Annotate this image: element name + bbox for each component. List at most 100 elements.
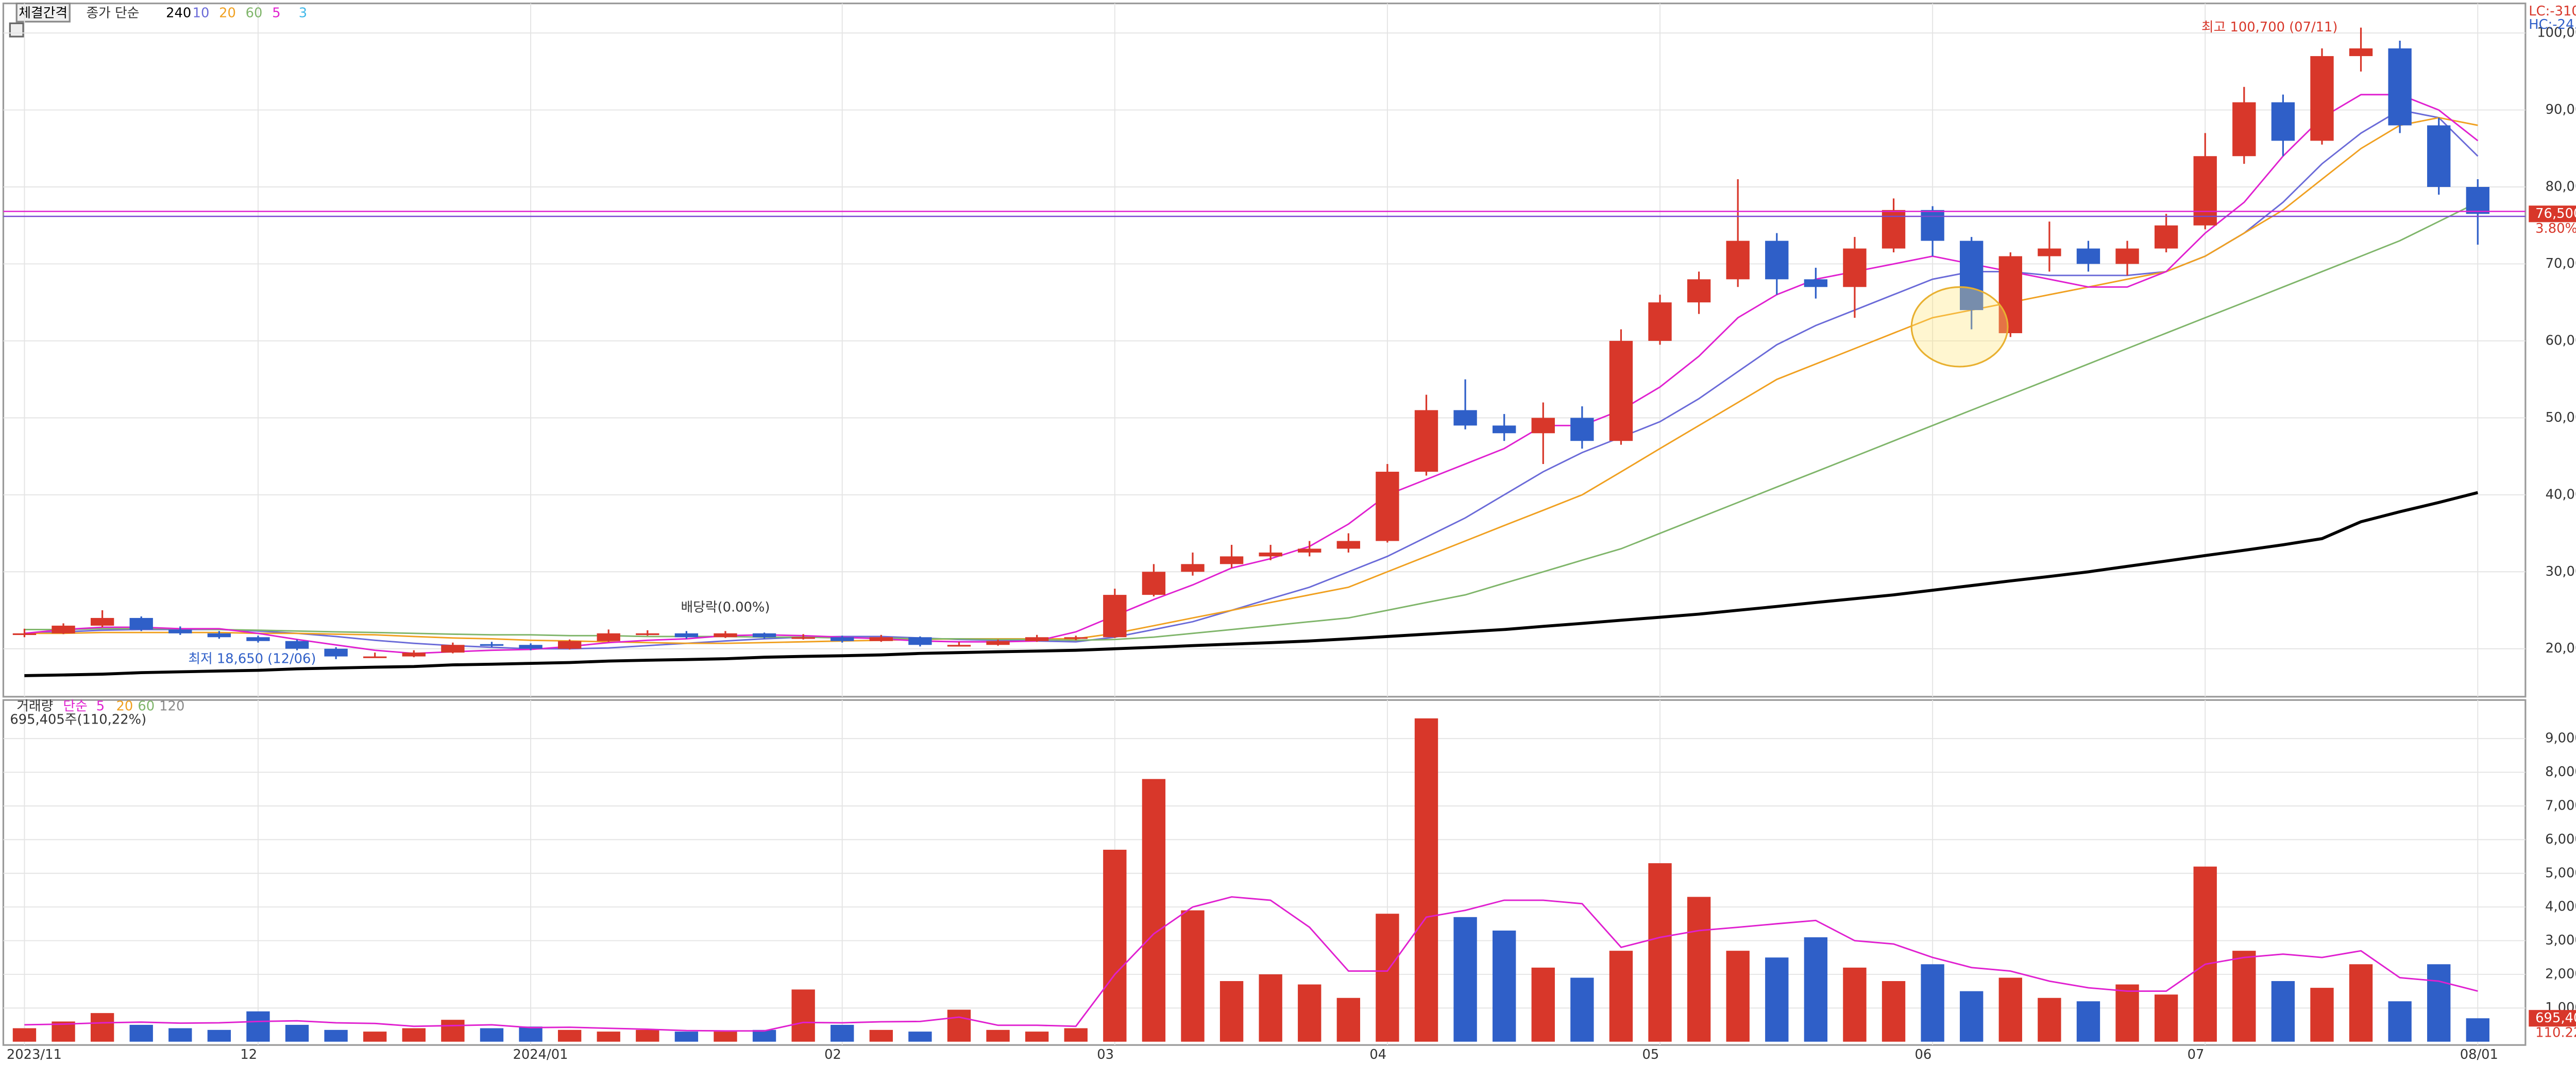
volume-bar — [129, 1025, 153, 1042]
volume-bar — [1259, 974, 1282, 1042]
legend-title: 거래량 — [16, 699, 53, 714]
volume-bar — [1687, 897, 1711, 1042]
legend-entry: 20 — [116, 699, 133, 714]
candle-body — [441, 645, 465, 653]
candle-body — [12, 633, 37, 635]
y-tick-label: 80,000 — [2546, 179, 2576, 195]
candle-body — [1960, 241, 1984, 311]
y-tick-label: 7,000K — [2545, 798, 2576, 813]
settings-icon[interactable] — [9, 22, 24, 38]
volume-bar — [1103, 849, 1127, 1042]
candle-body — [2232, 102, 2256, 157]
volume-bar — [831, 1025, 854, 1042]
last-volume-label: 695,405 — [2535, 1010, 2576, 1026]
candle-body — [1726, 241, 1750, 280]
candle-body — [2115, 248, 2139, 264]
legend-entry: 240 — [166, 5, 191, 21]
candle-body — [1609, 340, 1633, 441]
candle-body — [831, 637, 854, 641]
candle-body — [90, 617, 114, 626]
volume-info: 695,405주(110,22%) — [10, 712, 146, 727]
candle-body — [597, 633, 620, 641]
candle-body — [1376, 471, 1399, 541]
volume-average-line — [24, 896, 2478, 1032]
y-tick-label: 5,000K — [2545, 865, 2576, 881]
candle-body — [1687, 279, 1711, 303]
volume-bar — [1960, 991, 1984, 1042]
candle-body — [402, 652, 426, 657]
candle-body — [791, 637, 815, 639]
volume-bar — [2232, 951, 2256, 1042]
volume-bar — [2427, 964, 2451, 1042]
candle-body — [557, 641, 582, 649]
y-tick-label: 3,000K — [2545, 933, 2576, 948]
candle-body — [129, 617, 153, 630]
candle-body — [1259, 552, 1282, 557]
x-tick-label: 07 — [2188, 1047, 2205, 1062]
volume-bar — [869, 1029, 893, 1042]
candle-body — [1998, 256, 2022, 333]
volume-bar — [1025, 1032, 1049, 1042]
toolbar-button-label: 체결간격 — [19, 5, 67, 21]
candle-body — [2154, 225, 2178, 249]
x-tick-label: 08/01 — [2460, 1047, 2498, 1062]
volume-bar — [1609, 951, 1633, 1042]
volume-bar — [2154, 994, 2178, 1042]
candle-body — [1765, 241, 1789, 280]
x-tick-label: 03 — [1097, 1047, 1114, 1062]
volume-bar — [12, 1028, 37, 1042]
lc-label: LC:-310.19 — [2529, 4, 2576, 19]
candle-body — [636, 633, 659, 635]
y-tick-label: 2,000K — [2545, 966, 2576, 982]
volume-bar — [1804, 937, 1828, 1042]
change-label: 3.80% — [2535, 221, 2576, 236]
volume-bar — [1376, 914, 1399, 1042]
legend-entry: 5 — [96, 699, 105, 714]
moving-average-line — [24, 201, 2479, 641]
candle-body — [246, 637, 270, 641]
volume-bar — [597, 1032, 620, 1042]
moving-average-line — [24, 109, 2479, 650]
volume-bar — [2271, 981, 2295, 1042]
candle-body — [752, 633, 776, 638]
volume-bar — [207, 1029, 231, 1042]
y-tick-label: 50,000 — [2546, 410, 2576, 425]
legend-sub: 단순 — [63, 699, 87, 714]
candle-body — [1103, 595, 1127, 638]
candle-body — [2427, 125, 2451, 187]
candle-body — [2076, 248, 2100, 264]
volume-bar — [1882, 981, 1906, 1042]
legend-entry: 60 — [138, 699, 155, 714]
ratio-label: 110.22% — [2535, 1025, 2576, 1041]
annotation: 최고 100,700 (07/11) — [2201, 20, 2338, 35]
volume-bar — [2115, 984, 2139, 1042]
volume-bar — [324, 1029, 348, 1042]
volume-bar — [441, 1020, 465, 1042]
candle-body — [1648, 302, 1672, 341]
volume-bar — [791, 989, 815, 1042]
volume-bar — [2466, 1018, 2489, 1042]
volume-bar — [90, 1013, 114, 1042]
y-tick-label: 4,000K — [2545, 899, 2576, 915]
volume-bar — [1181, 910, 1205, 1042]
volume-panel — [2, 699, 2527, 1046]
candle-body — [2038, 248, 2061, 256]
candle-body — [1025, 637, 1049, 641]
volume-bar — [2038, 998, 2061, 1042]
x-tick-label: 05 — [1642, 1047, 1659, 1062]
legend-title: 종가 단순 — [86, 5, 139, 21]
y-tick-label: 9,000K — [2545, 731, 2576, 746]
toolbar-button[interactable] — [15, 2, 71, 23]
candle-body — [168, 629, 192, 633]
hc-label: HC:-24.03 — [2529, 17, 2576, 32]
volume-bar — [168, 1028, 192, 1042]
x-tick-label: 02 — [824, 1047, 841, 1062]
y-tick-label: 60,000 — [2546, 333, 2576, 348]
volume-bar — [1142, 779, 1166, 1042]
candle-body — [2193, 156, 2217, 226]
candle-body — [674, 633, 699, 638]
volume-bar — [1453, 917, 1477, 1042]
legend-entry: 120 — [159, 699, 184, 714]
